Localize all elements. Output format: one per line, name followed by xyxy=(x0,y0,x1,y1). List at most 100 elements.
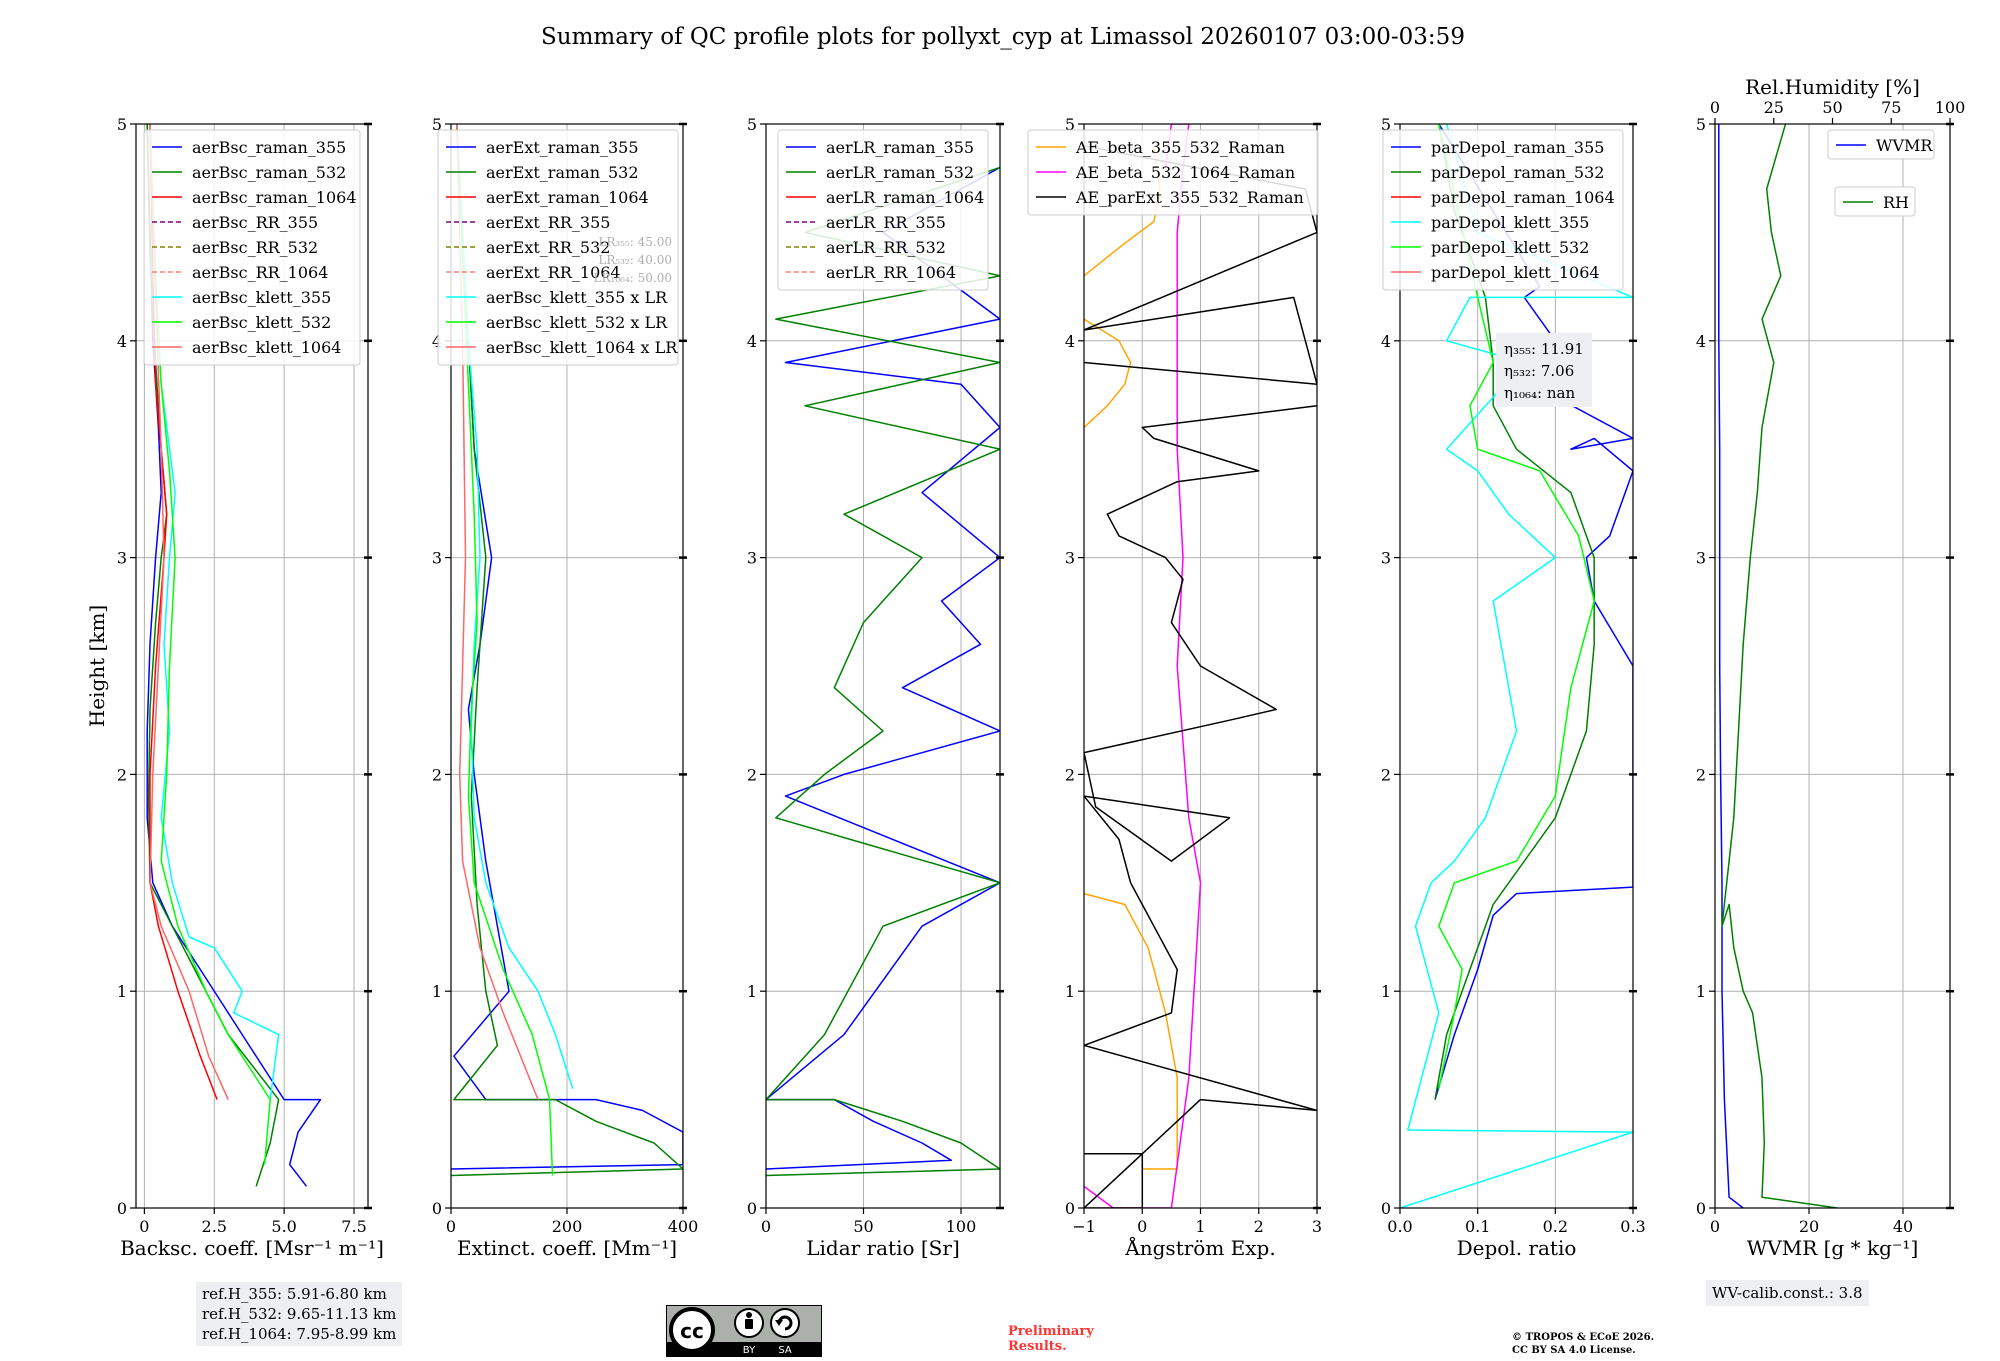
license-sa-label: SA xyxy=(778,1345,792,1356)
legend-label: AE_beta_355_532_Raman xyxy=(1075,138,1285,157)
axes-frame xyxy=(1399,123,1634,1209)
y-tick-label: 5 xyxy=(1381,115,1391,134)
y-tick-label: 4 xyxy=(117,332,127,351)
series-line-aerlr-raman-355 xyxy=(766,166,1000,1170)
y-tick-label: 2 xyxy=(432,765,442,784)
x-tick-label: 1 xyxy=(1195,1217,1205,1236)
copyright-line-1: © TROPOS & ECoE 2026. xyxy=(1512,1332,1655,1343)
ref-height-355: ref.H_355: 5.91-6.80 km xyxy=(202,1285,387,1303)
eta-label: η₃₅₅: 11.91 xyxy=(1504,340,1584,358)
panel-depol: 0 1 2 3 4 5 0.0 0.1 0.2 0.3 Depol. ratio parDepol_r… xyxy=(1381,115,1646,1260)
x-tick-label: 20 xyxy=(1799,1217,1819,1236)
reference-heights-box: ref.H_355: 5.91-6.80 km ref.H_532: 9.65-… xyxy=(196,1282,403,1346)
eta-background xyxy=(1496,333,1592,407)
preliminary-line-1: Preliminary xyxy=(1008,1324,1094,1339)
y-tick-label: 1 xyxy=(1696,982,1706,1001)
y-tick-label: 3 xyxy=(1696,549,1706,568)
x-tick-label: 100 xyxy=(946,1217,977,1236)
x-tick-label: 2 xyxy=(1254,1217,1264,1236)
y-tick-label: 5 xyxy=(432,115,442,134)
x-tick-label: 0 xyxy=(1710,1217,1720,1236)
legend-label: aerLR_raman_1064 xyxy=(826,188,984,207)
top-tick-label: 0 xyxy=(1710,98,1720,117)
legend-box xyxy=(777,129,989,291)
legend-box xyxy=(1827,129,1935,160)
attribution-icon xyxy=(734,1308,764,1338)
series-line-ae-beta-532-1064-raman xyxy=(1084,124,1202,1208)
legend: parDepol_raman_355 parDepol_raman_532 parD… xyxy=(1382,129,1624,291)
legend-label: aerLR_RR_1064 xyxy=(826,263,956,282)
series-line-pardepol-klett-355 xyxy=(1400,124,1633,1208)
ref-height-1064: ref.H_1064: 7.95-8.99 km xyxy=(202,1325,397,1343)
cc-icon: cc xyxy=(669,1307,715,1353)
ref-height-532: ref.H_532: 9.65-11.13 km xyxy=(202,1305,397,1323)
x-tick-label: 0.2 xyxy=(1543,1217,1568,1236)
y-tick-label: 1 xyxy=(432,982,442,1001)
x-tick-label: 0.1 xyxy=(1465,1217,1490,1236)
legend-label: AE_beta_532_1064_Raman xyxy=(1075,163,1295,182)
lr-annotation: LR₁₀₆₄: 50.00 xyxy=(594,271,672,285)
legend-label: aerBsc_raman_355 xyxy=(192,138,346,157)
y-tick-label: 5 xyxy=(117,115,127,134)
series-line-aerbsc-raman-1064 xyxy=(149,124,218,1100)
legend-label: aerLR_raman_532 xyxy=(826,163,974,182)
y-tick-label: 4 xyxy=(1696,332,1706,351)
axes-frame xyxy=(1714,123,1951,1209)
series-line-rh xyxy=(1721,124,1838,1208)
series-line-pardepol-klett-532 xyxy=(1438,124,1595,1089)
y-tick-label: 4 xyxy=(1065,332,1075,351)
x-tick-label: 7.5 xyxy=(341,1217,366,1236)
legend-label: aerExt_raman_355 xyxy=(486,138,639,157)
series-line-aerbsc-klett-1064 xyxy=(149,124,229,1100)
series-line-aerbsc-klett-532 xyxy=(149,124,271,1165)
y-tick-label: 3 xyxy=(1381,549,1391,568)
y-tick-label: 4 xyxy=(747,332,757,351)
top-tick-label: 50 xyxy=(1822,98,1842,117)
y-tick-label: 4 xyxy=(1381,332,1391,351)
svg-text:cc: cc xyxy=(680,1319,704,1343)
legend-box xyxy=(437,129,679,366)
x-tick-label: 0.3 xyxy=(1620,1217,1645,1236)
series-line-aerext-raman-532 xyxy=(451,124,683,1177)
series-group xyxy=(766,166,1000,1177)
y-tick-label: 2 xyxy=(117,765,127,784)
top-tick-label: 75 xyxy=(1881,98,1901,117)
x-tick-label: 2.5 xyxy=(202,1217,227,1236)
axes-frame xyxy=(135,123,369,1209)
legend-label: AE_parExt_355_532_Raman xyxy=(1075,188,1304,207)
x-tick-label: 400 xyxy=(668,1217,699,1236)
legend-label: aerExt_raman_532 xyxy=(486,163,639,182)
lr-annotation: LR₃₅₅: 45.00 xyxy=(598,235,672,249)
legend-label: aerExt_raman_1064 xyxy=(486,188,649,207)
x-tick-label: 50 xyxy=(853,1217,873,1236)
series-group xyxy=(1718,124,1838,1208)
y-tick-label: 0 xyxy=(1065,1199,1075,1218)
lr-annotation: LR₅₃₂: 40.00 xyxy=(598,253,672,267)
legend: aerBsc_raman_355 aerBsc_raman_532 aerBsc_r… xyxy=(143,129,361,366)
legend-label: RH xyxy=(1883,193,1909,212)
top-tick-label: 100 xyxy=(1935,98,1966,117)
y-tick-label: 3 xyxy=(432,549,442,568)
y-tick-label: 0 xyxy=(432,1199,442,1218)
x-tick-label: 5.0 xyxy=(271,1217,296,1236)
cc-license-badge: cc BY SA xyxy=(665,1304,823,1358)
legend-label: aerBsc_raman_532 xyxy=(192,163,346,182)
legend-label: parDepol_klett_532 xyxy=(1431,238,1589,257)
y-tick-label: 2 xyxy=(1065,765,1075,784)
legend-label: aerLR_RR_532 xyxy=(826,238,946,257)
x-tick-label: 0 xyxy=(139,1217,149,1236)
legend-label: aerBsc_RR_355 xyxy=(192,213,318,232)
legend-label: aerBsc_klett_355 x LR xyxy=(486,288,668,307)
x-axis-label: Extinct. coeff. [Mm⁻¹] xyxy=(457,1236,677,1260)
y-tick-label: 5 xyxy=(747,115,757,134)
x-tick-label: 3 xyxy=(1312,1217,1322,1236)
y-tick-label: 3 xyxy=(117,549,127,568)
legend: aerExt_raman_355 aerExt_raman_532 aerExt_r… xyxy=(437,129,679,366)
series-line-ae-beta-355-532-raman-upper- xyxy=(1084,318,1132,429)
legend-label: aerBsc_klett_1064 x LR xyxy=(486,338,678,357)
